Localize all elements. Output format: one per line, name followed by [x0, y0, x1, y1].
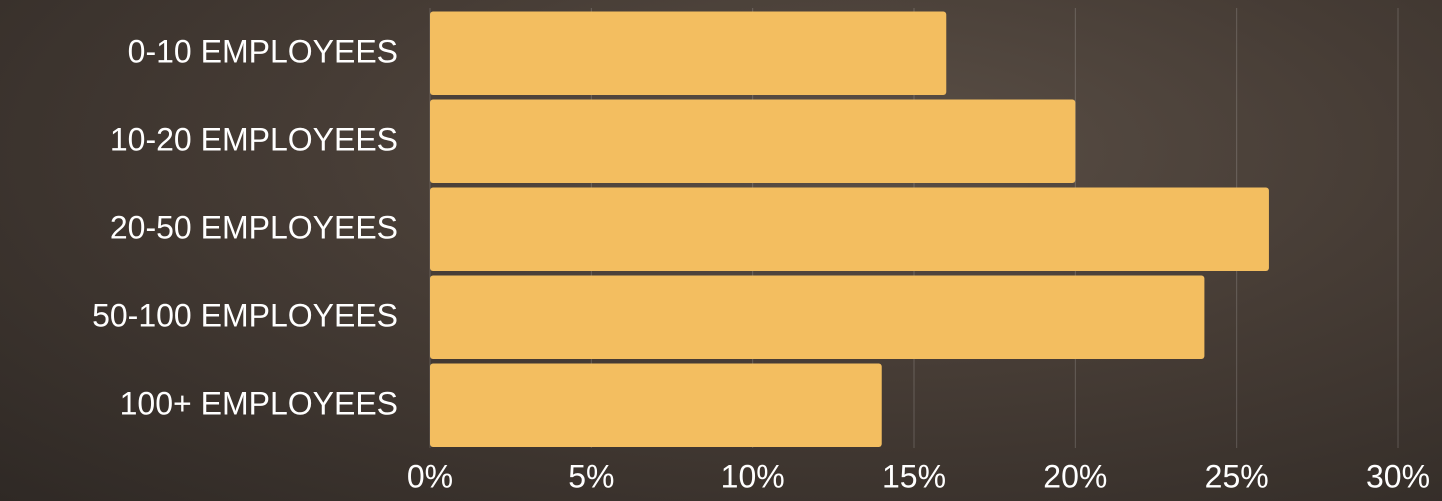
x-tick-label: 10%: [721, 458, 785, 494]
y-tick-label: 10-20 EMPLOYEES: [110, 121, 398, 157]
x-tick-label: 5%: [568, 458, 614, 494]
y-tick-label: 0-10 EMPLOYEES: [128, 33, 398, 69]
bar: [430, 276, 1204, 360]
chart: 0% 5% 10% 15% 20% 25% 30% 0-10 EMPLOYEES 10-20 E…: [0, 0, 1442, 501]
bar: [430, 364, 882, 448]
y-tick-label: 50-100 EMPLOYEES: [92, 297, 398, 333]
bar: [430, 100, 1075, 184]
y-tick-label: 20-50 EMPLOYEES: [110, 209, 398, 245]
x-tick-label: 0%: [407, 458, 453, 494]
x-tick-label: 30%: [1366, 458, 1430, 494]
y-tick-label: 100+ EMPLOYEES: [120, 385, 398, 421]
x-tick-label: 25%: [1205, 458, 1269, 494]
bar: [430, 188, 1269, 272]
x-tick-label: 20%: [1043, 458, 1107, 494]
x-tick-label: 15%: [882, 458, 946, 494]
bar: [430, 12, 946, 96]
